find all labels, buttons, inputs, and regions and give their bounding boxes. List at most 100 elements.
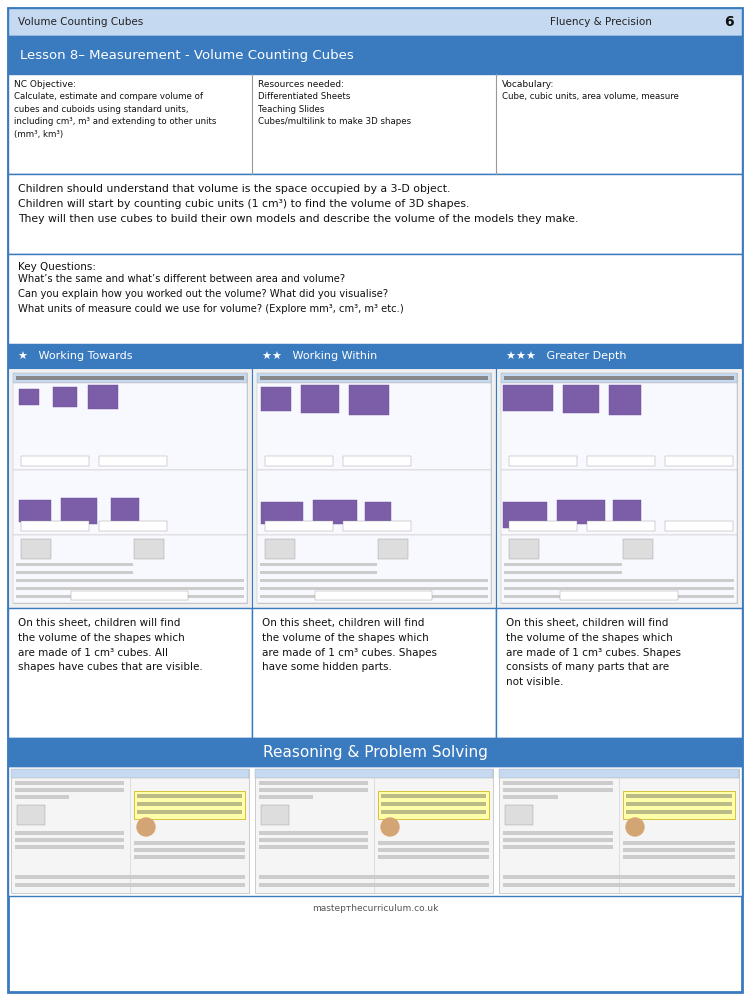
Bar xyxy=(499,769,739,893)
Bar xyxy=(134,841,245,844)
Bar xyxy=(378,539,408,559)
Bar xyxy=(260,579,488,582)
Bar xyxy=(15,845,124,848)
Bar xyxy=(503,831,613,834)
Bar xyxy=(501,535,737,603)
Bar xyxy=(137,794,242,798)
Bar xyxy=(496,608,742,738)
Bar xyxy=(381,794,486,798)
Bar xyxy=(499,769,739,778)
Bar xyxy=(257,373,491,383)
Bar xyxy=(260,563,377,566)
Bar xyxy=(623,791,735,819)
Bar xyxy=(501,373,737,603)
Bar xyxy=(378,791,489,819)
Bar xyxy=(137,810,242,814)
Bar xyxy=(496,344,742,368)
Circle shape xyxy=(137,818,155,836)
Bar xyxy=(349,385,389,415)
Bar xyxy=(259,781,368,784)
Bar xyxy=(99,521,167,531)
Bar xyxy=(259,875,489,879)
Bar xyxy=(381,802,486,806)
Bar xyxy=(21,539,51,559)
Bar xyxy=(134,539,164,559)
Text: Resources needed:: Resources needed: xyxy=(258,80,344,89)
Bar xyxy=(613,500,641,524)
Bar xyxy=(134,848,245,852)
Bar xyxy=(260,571,377,574)
Bar xyxy=(265,456,333,466)
Bar xyxy=(265,539,295,559)
Text: Vocabulary:: Vocabulary: xyxy=(502,80,554,89)
Bar xyxy=(15,831,124,834)
Bar xyxy=(15,875,245,879)
Bar xyxy=(21,456,89,466)
Bar xyxy=(13,383,247,470)
Bar xyxy=(623,539,653,559)
Bar xyxy=(501,470,737,535)
Bar xyxy=(16,579,244,582)
Text: Volume Counting Cubes: Volume Counting Cubes xyxy=(18,17,143,27)
Text: Differentiated Sheets
Teaching Slides
Cubes/multilink to make 3D shapes: Differentiated Sheets Teaching Slides Cu… xyxy=(258,92,411,126)
Bar xyxy=(504,376,734,380)
Bar xyxy=(560,591,678,600)
Bar xyxy=(257,470,491,535)
Bar xyxy=(503,781,613,784)
Bar xyxy=(503,502,547,528)
Bar xyxy=(260,376,488,380)
Circle shape xyxy=(626,818,644,836)
Bar xyxy=(343,521,411,531)
Text: ★★   Working Within: ★★ Working Within xyxy=(262,351,377,361)
Bar xyxy=(13,373,247,603)
Bar xyxy=(8,368,252,608)
Bar xyxy=(19,389,39,405)
Bar xyxy=(509,456,577,466)
Bar xyxy=(343,456,411,466)
Bar xyxy=(315,591,432,600)
Bar xyxy=(8,766,742,896)
Bar xyxy=(504,579,734,582)
Bar xyxy=(13,373,247,383)
Text: ★★★   Greater Depth: ★★★ Greater Depth xyxy=(506,351,626,361)
Bar xyxy=(19,500,51,522)
Bar xyxy=(111,498,139,522)
Text: ★   Working Towards: ★ Working Towards xyxy=(18,351,133,361)
Bar xyxy=(137,802,242,806)
Text: 6: 6 xyxy=(724,15,734,29)
Text: Children should understand that volume is the space occupied by a 3-D object.
Ch: Children should understand that volume i… xyxy=(18,184,578,224)
Bar xyxy=(557,500,605,524)
Bar xyxy=(378,841,489,844)
Bar xyxy=(626,810,732,814)
Bar xyxy=(503,788,613,792)
Bar xyxy=(15,838,124,842)
Bar xyxy=(503,385,553,411)
Text: mastертhecurriculum.co.uk: mastертhecurriculum.co.uk xyxy=(312,904,438,913)
Bar xyxy=(505,805,533,825)
Text: Reasoning & Problem Solving: Reasoning & Problem Solving xyxy=(262,744,488,760)
Bar xyxy=(665,521,733,531)
Bar xyxy=(504,563,622,566)
Bar xyxy=(381,810,486,814)
Text: Key Questions:: Key Questions: xyxy=(18,262,96,272)
Bar xyxy=(496,368,742,608)
Bar xyxy=(313,500,357,524)
Bar xyxy=(99,456,167,466)
Bar xyxy=(8,74,742,174)
Bar xyxy=(503,838,613,842)
Bar xyxy=(15,788,124,792)
Bar xyxy=(626,802,732,806)
Bar xyxy=(53,387,77,407)
Bar xyxy=(252,368,496,608)
Bar xyxy=(8,174,742,254)
Bar xyxy=(503,795,558,798)
Bar xyxy=(623,855,735,858)
Bar xyxy=(503,883,735,886)
Bar xyxy=(378,848,489,852)
Bar xyxy=(509,521,577,531)
Bar xyxy=(504,595,734,598)
Bar xyxy=(503,875,735,879)
Bar xyxy=(16,563,133,566)
Bar xyxy=(16,571,133,574)
Bar xyxy=(17,805,45,825)
